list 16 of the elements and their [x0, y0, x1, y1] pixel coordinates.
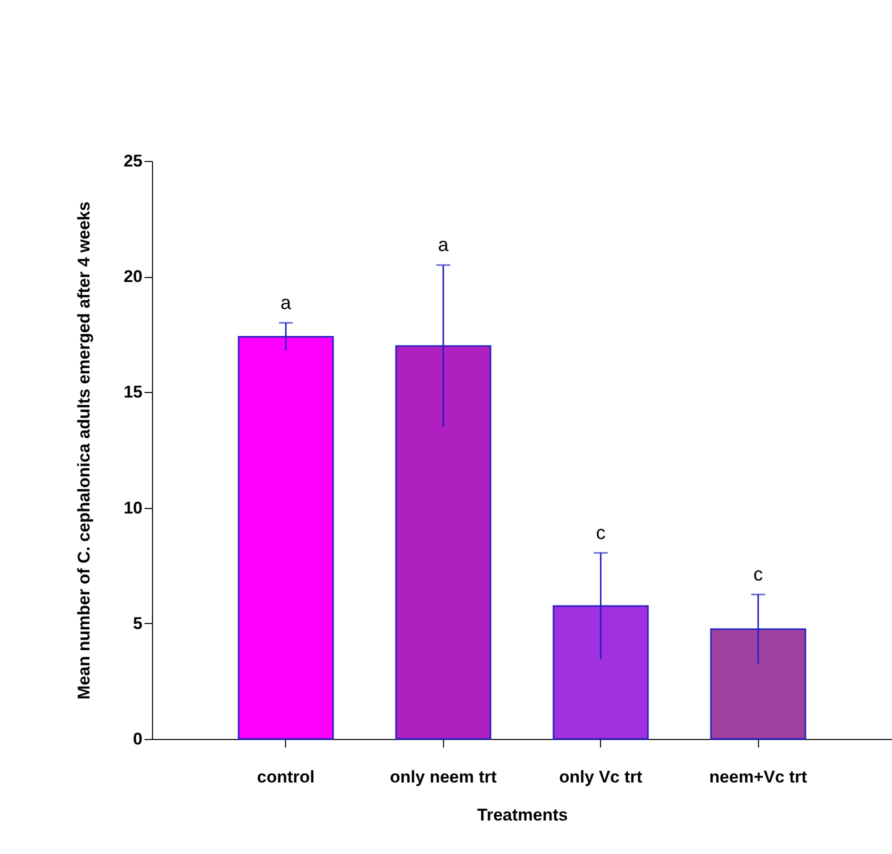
x-tick-label: only neem trt [390, 768, 497, 786]
y-tick-label: 25 [124, 152, 142, 170]
annotation: a [438, 235, 449, 256]
y-axis-title: Mean number of C. cephalonica adults emerged after 4 weeks [74, 202, 94, 700]
annotation: c [753, 564, 763, 586]
x-tick-label: neem+Vc trt [709, 768, 808, 786]
annotation: c [596, 522, 606, 544]
y-tick-label: 10 [124, 498, 142, 518]
x-tick-label: control [257, 768, 315, 786]
x-axis-title: Treatments [477, 806, 568, 824]
y-tick-label: 5 [133, 614, 142, 633]
y-tick-label: 0 [133, 730, 142, 748]
y-tick-label: 15 [124, 382, 142, 402]
y-tick-label: 20 [124, 267, 142, 286]
x-tick-label: only Vc trt [559, 768, 643, 786]
annotation: a [280, 292, 292, 314]
